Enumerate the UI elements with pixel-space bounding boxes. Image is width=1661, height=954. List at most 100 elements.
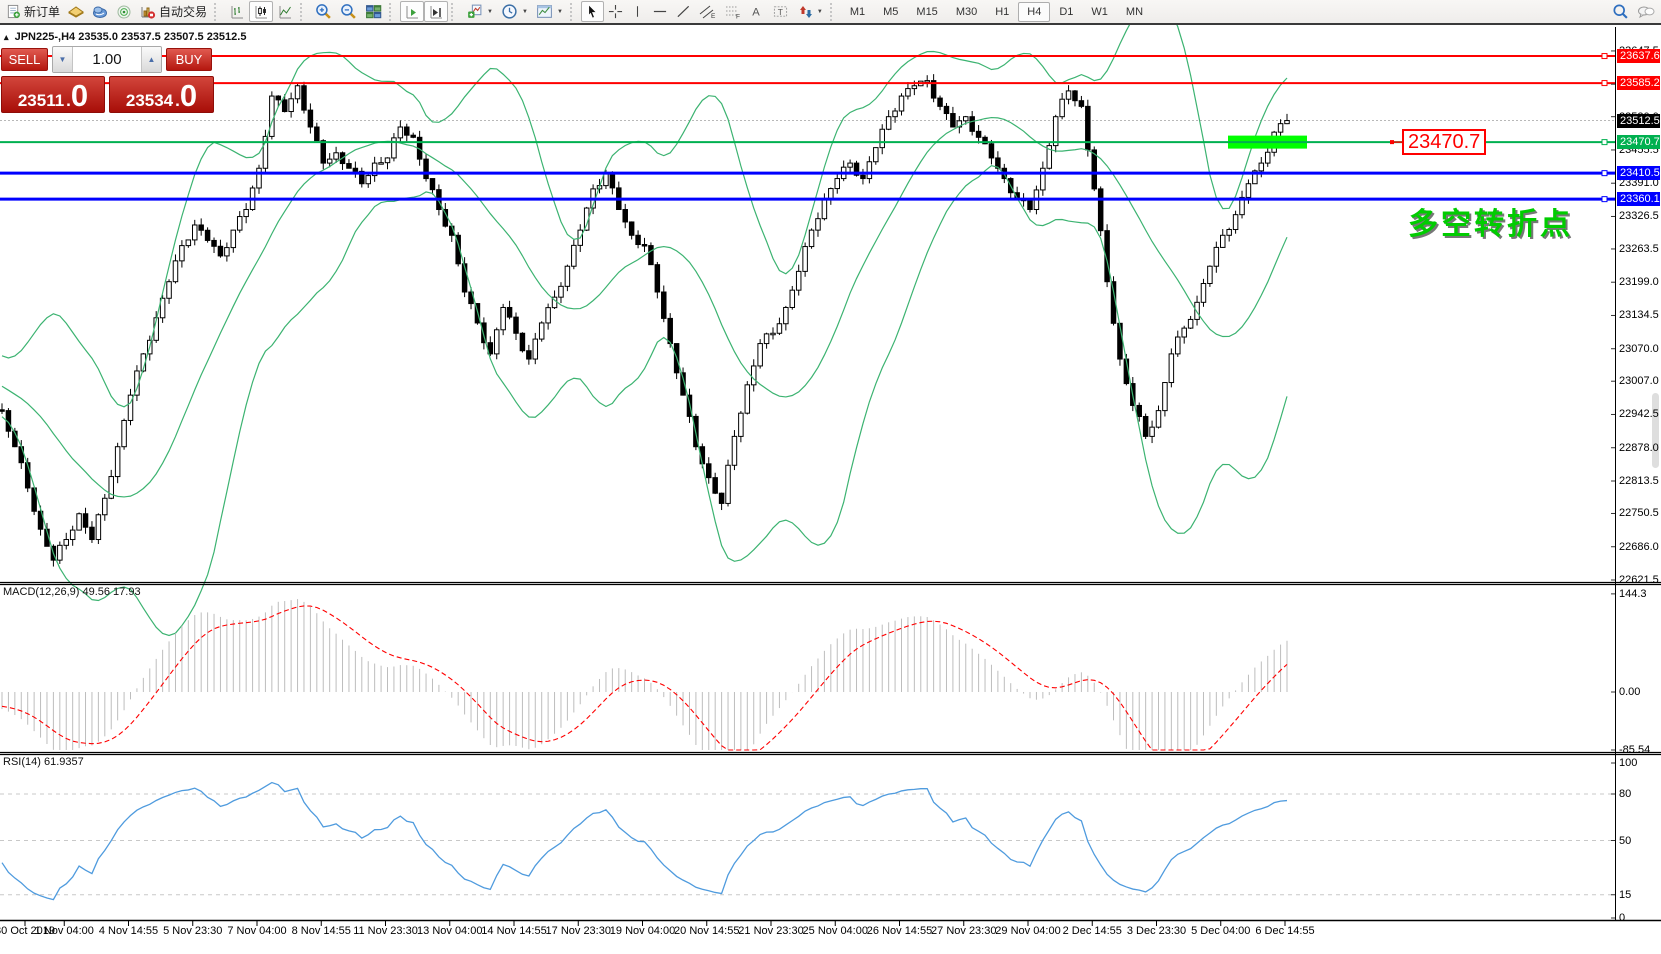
lot-size-input[interactable] [73, 47, 141, 72]
zoom-in-button[interactable] [311, 1, 336, 22]
turning-point-annotation[interactable]: 多空转折点 [1408, 208, 1573, 241]
templates-icon [537, 5, 552, 18]
new-order-button[interactable]: 新订单 [2, 1, 64, 22]
price-tick-label: 23391.0 [1619, 177, 1659, 190]
svg-text:T: T [778, 7, 783, 17]
auto-scroll-button[interactable] [400, 1, 425, 22]
timeframe-mn[interactable]: MN [1117, 2, 1152, 22]
macd-tick-label: 144.3 [1619, 587, 1647, 600]
sell-button[interactable]: SELL [1, 48, 48, 71]
rsi-indicator-label: RSI(14) 61.9357 [3, 756, 84, 768]
time-axis-label: 17 Nov 23:30 [545, 925, 611, 937]
ohlc-high: 23537.5 [121, 31, 161, 43]
time-axis-label: 11 Nov 23:30 [353, 925, 418, 937]
time-axis-label: 29 Nov 04:00 [995, 925, 1061, 937]
sell-price-fraction: 0 [70, 78, 89, 113]
chart-shift-button[interactable] [424, 1, 449, 22]
symbol-period: JPN225-,H4 [14, 31, 76, 43]
timeframe-m15[interactable]: M15 [907, 2, 946, 22]
price-tick-label: 23134.5 [1619, 309, 1659, 322]
svg-text:A: A [752, 7, 760, 19]
sell-price-display[interactable]: 23511 . 0 [1, 76, 105, 113]
timeframe-m1[interactable]: M1 [841, 2, 874, 22]
broadcast-button[interactable] [112, 1, 136, 22]
macd-indicator-label: MACD(12,26,9) 49.56 17.93 [3, 586, 141, 598]
time-axis-label: 3 Dec 23:30 [1126, 925, 1187, 937]
time-axis-label: 7 Nov 04:00 [227, 925, 287, 937]
candlestick-icon [255, 5, 268, 18]
zoom-out-icon [341, 4, 356, 19]
cursor-button[interactable] [580, 1, 604, 22]
time-axis-label: 27 Nov 23:30 [931, 925, 997, 937]
templates-button[interactable]: ▼ [532, 1, 567, 22]
scrollbar-thumb[interactable] [1652, 393, 1659, 468]
lot-decrease-button[interactable]: ▼ [53, 47, 73, 72]
channel-button[interactable]: E [695, 1, 720, 22]
new-order-label: 新订单 [24, 5, 61, 19]
buy-price-int: 23534 [125, 91, 174, 110]
rsi-tick-label: 50 [1619, 834, 1632, 847]
price-callout-label[interactable]: 23470.7 [1402, 129, 1487, 155]
timeframe-h1[interactable]: H1 [986, 2, 1018, 22]
ohlc-low: 23507.5 [163, 31, 204, 43]
crosshair-button[interactable] [604, 1, 627, 22]
rsi-tick-label: 100 [1619, 757, 1638, 769]
bar-chart-icon [231, 5, 244, 18]
timeframe-m5[interactable]: M5 [874, 2, 907, 22]
time-axis-label: 21 Nov 23:30 [738, 925, 804, 937]
tile-windows-button[interactable] [361, 1, 386, 22]
horizontal-line-button[interactable] [648, 1, 672, 22]
autotrading-button[interactable]: 自动交易 [136, 1, 211, 22]
buy-price-display[interactable]: 23534 . 0 [109, 76, 214, 113]
dropdown-caret: ▼ [556, 8, 563, 15]
text-icon: A [752, 7, 760, 19]
line-chart-button[interactable] [273, 1, 297, 22]
trendline-icon [677, 5, 689, 18]
indicators-button[interactable]: ▼ [462, 1, 497, 22]
one-click-collapse-arrow[interactable]: ▴ [4, 32, 9, 42]
price-tick-label: 23070.0 [1619, 342, 1659, 355]
timeframe-d1[interactable]: D1 [1050, 2, 1082, 22]
time-axis-label: 20 Nov 14:55 [674, 925, 740, 937]
vertical-line-button[interactable] [627, 1, 648, 22]
lot-increase-button[interactable]: ▲ [141, 47, 161, 72]
text-label-button[interactable]: T [768, 1, 793, 22]
periods-button[interactable]: ▼ [497, 1, 532, 22]
search-button[interactable] [1608, 1, 1633, 22]
fibonacci-button[interactable]: F [720, 1, 745, 22]
chat-button[interactable] [1633, 1, 1659, 22]
macd-tick-label: 0.00 [1619, 686, 1641, 698]
timeframe-w1[interactable]: W1 [1082, 2, 1117, 22]
price-tick-label: 22942.5 [1619, 408, 1659, 421]
cursor-icon [588, 4, 597, 19]
arrows-icon [799, 5, 812, 18]
new-order-icon [7, 4, 20, 19]
bar-chart-button[interactable] [225, 1, 249, 22]
time-axis-label: 13 Nov 04:00 [417, 925, 483, 937]
svg-text:E: E [711, 13, 716, 20]
ohlc-open: 23535.0 [78, 31, 118, 43]
timeframe-m30[interactable]: M30 [947, 2, 986, 22]
metaeditor-button[interactable] [64, 1, 88, 22]
macd-tick-label: -85.54 [1619, 744, 1651, 756]
zoom-in-icon [316, 4, 331, 19]
timeframe-h4[interactable]: H4 [1018, 1, 1051, 22]
time-axis-label: 1 Nov 04:00 [34, 925, 94, 937]
time-axis-label: 5 Nov 23:30 [163, 925, 223, 937]
buy-price-fraction: 0 [179, 78, 198, 113]
arrows-button[interactable]: ▼ [793, 1, 827, 22]
search-icon [1613, 4, 1628, 19]
vertical-line-icon [636, 6, 638, 17]
candlestick-button[interactable] [249, 1, 274, 22]
horizontal-line-icon [653, 10, 666, 13]
terminal-button[interactable] [88, 1, 112, 22]
broadcast-icon [117, 5, 131, 18]
buy-button[interactable]: BUY [166, 48, 212, 71]
trendline-button[interactable] [672, 1, 695, 22]
text-button[interactable]: A [745, 1, 768, 22]
price-marker-box: 23360.1 [1617, 192, 1660, 207]
zoom-out-button[interactable] [336, 1, 361, 22]
toolbar-separator [569, 2, 576, 21]
